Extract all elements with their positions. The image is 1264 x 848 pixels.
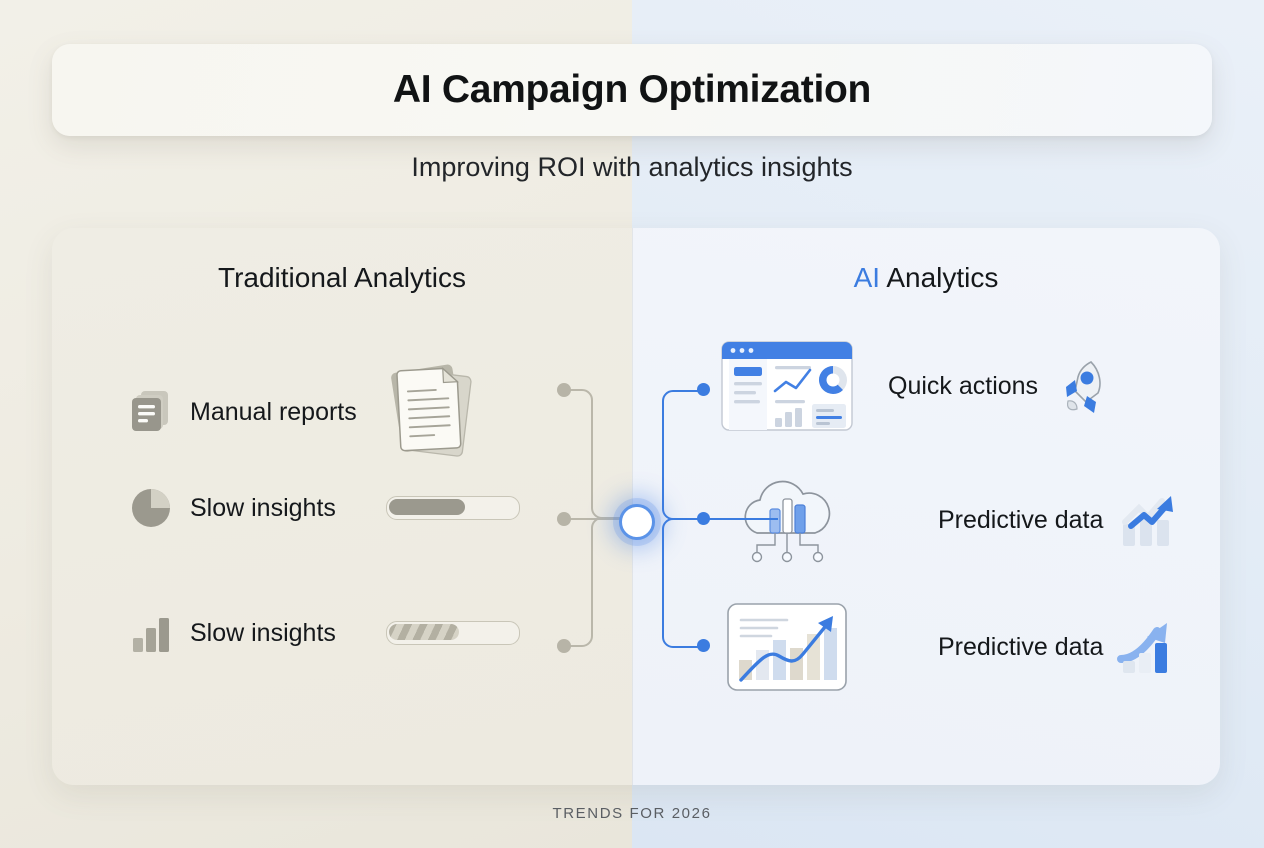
list-item-label: Predictive data	[938, 505, 1104, 534]
cloud-data-illustration	[720, 471, 854, 569]
column-heading-ai-accent: AI	[853, 262, 881, 293]
growth-arrow-icon	[1119, 492, 1177, 548]
connector-dot-right-2	[697, 512, 710, 525]
progress-bar-slow-insights-2	[386, 621, 520, 645]
list-item[interactable]: Slow insights	[130, 487, 520, 529]
rocket-icon	[1056, 356, 1112, 416]
list-item-label: Quick actions	[888, 371, 1039, 400]
paper-stack-illustration	[379, 357, 491, 467]
pie-chart-icon	[130, 487, 172, 529]
column-heading-ai-rest: Analytics	[880, 262, 999, 293]
list-item-label: Predictive data	[938, 632, 1104, 661]
comparison-panel: Traditional Analytics AI Analytics Manua…	[52, 228, 1220, 785]
page-title: AI Campaign Optimization	[392, 68, 872, 111]
document-icon	[130, 389, 172, 435]
progress-bar-slow-insights-1	[386, 496, 520, 520]
connector-dot-left-2	[557, 512, 571, 526]
list-item[interactable]: Predictive data	[720, 598, 1177, 696]
growth-chart-card-illustration	[720, 598, 854, 696]
list-item[interactable]: Manual reports	[130, 357, 491, 467]
list-item-label: Slow insights	[190, 618, 336, 647]
title-card: AI Campaign Optimization	[52, 44, 1212, 136]
bar-chart-icon	[130, 612, 172, 654]
bar-growth-icon	[1117, 617, 1177, 677]
connector-dot-right-3	[697, 639, 710, 652]
page-subtitle: Improving ROI with analytics insights	[411, 152, 853, 182]
footer-caption: TRENDS FOR 2026	[552, 805, 712, 822]
list-item-label: Slow insights	[190, 493, 336, 522]
list-item[interactable]: Quick actions	[720, 338, 1112, 434]
list-item-label: Manual reports	[190, 397, 357, 426]
dashboard-card-illustration	[720, 338, 854, 434]
central-hub-node[interactable]	[619, 504, 655, 540]
connector-dot-left-1	[557, 383, 571, 397]
ai-analytics-panel	[632, 228, 1220, 785]
connector-dot-right-1	[697, 383, 710, 396]
list-item[interactable]: Slow insights	[130, 612, 520, 654]
column-heading-traditional: Traditional Analytics	[218, 262, 466, 293]
connector-dot-left-3	[557, 639, 571, 653]
list-item[interactable]: Predictive data	[720, 471, 1177, 569]
column-heading-ai: AI Analytics	[632, 262, 1220, 294]
